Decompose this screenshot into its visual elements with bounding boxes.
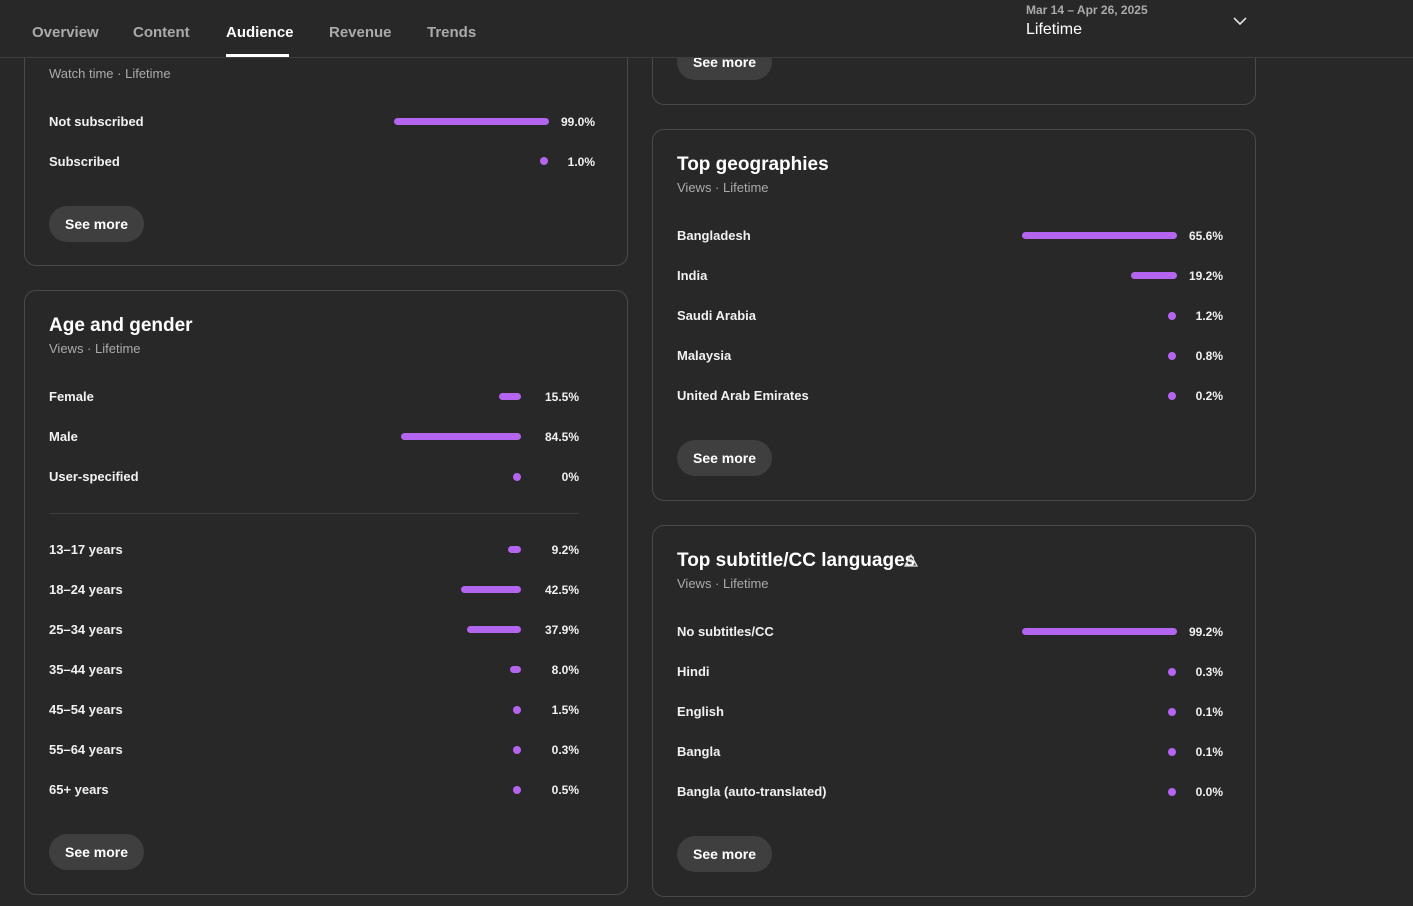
share-dot <box>1168 708 1176 716</box>
date-range-text[interactable]: Mar 14 – Apr 26, 2025 <box>1026 3 1148 17</box>
see-more-button[interactable]: See more <box>677 440 773 476</box>
card-title: Top geographies <box>677 154 829 175</box>
share-bar <box>1131 272 1177 279</box>
row-value: 0.3% <box>1195 665 1223 679</box>
tab-content[interactable]: Content <box>133 24 190 41</box>
row-value: 0.8% <box>1195 349 1223 363</box>
see-more-button[interactable]: See more <box>49 206 145 242</box>
row-value: 0.1% <box>1195 705 1223 719</box>
share-bar <box>401 433 521 440</box>
share-dot <box>1168 668 1176 676</box>
share-bar <box>394 118 549 125</box>
row-value: 15.5% <box>544 390 579 404</box>
row-value: 0.3% <box>551 743 579 757</box>
row-value: 0.2% <box>1195 389 1223 403</box>
tab-audience-underline <box>226 54 289 57</box>
row-label: 35–44 years <box>49 662 123 677</box>
row-label: 65+ years <box>49 782 109 797</box>
row-label: Male <box>49 429 78 444</box>
row-label: English <box>677 704 724 719</box>
row-value: 0.1% <box>1195 745 1223 759</box>
share-bar <box>508 546 521 553</box>
row-value: 37.9% <box>544 623 579 637</box>
row-value: 0% <box>561 470 579 484</box>
row-value: 1.5% <box>551 703 579 717</box>
card-title: Age and gender <box>49 315 193 336</box>
share-dot <box>513 706 521 714</box>
row-label: Subscribed <box>49 154 120 169</box>
card-subtitle: Views · Lifetime <box>677 180 769 195</box>
row-value: 42.5% <box>544 583 579 597</box>
row-value: 1.0% <box>567 155 595 169</box>
row-value: 8.0% <box>551 663 579 677</box>
share-dot <box>540 157 548 165</box>
row-label: Malaysia <box>677 348 732 363</box>
share-dot <box>1168 312 1176 320</box>
top-subtitle-languages-card: Top subtitle/CC languages Views · Lifeti… <box>652 525 1256 897</box>
row-label: Bangladesh <box>677 228 751 243</box>
row-value: 1.2% <box>1195 309 1223 323</box>
share-bar <box>1022 232 1177 239</box>
tab-trends[interactable]: Trends <box>427 24 477 41</box>
share-dot <box>1168 748 1176 756</box>
row-label: 45–54 years <box>49 702 123 717</box>
tab-audience[interactable]: Audience <box>226 24 294 41</box>
row-label: 18–24 years <box>49 582 123 597</box>
row-value: 99.0% <box>560 115 595 129</box>
row-label: Bangla <box>677 744 721 759</box>
row-label: User-specified <box>49 469 139 484</box>
share-bar <box>1022 628 1177 635</box>
share-bar <box>499 393 521 400</box>
row-value: 65.6% <box>1188 229 1223 243</box>
card-subtitle: Views · Lifetime <box>677 576 769 591</box>
row-value: 9.2% <box>551 543 579 557</box>
share-bar <box>467 626 521 633</box>
row-label: 25–34 years <box>49 622 123 637</box>
row-value: 19.2% <box>1188 269 1223 283</box>
share-dot <box>513 473 521 481</box>
card-subtitle: Views · Lifetime <box>49 341 141 356</box>
card-subtitle: Watch time · Lifetime <box>49 66 171 81</box>
row-label: No subtitles/CC <box>677 624 774 639</box>
row-label: 55–64 years <box>49 742 123 757</box>
share-dot <box>1168 352 1176 360</box>
share-dot <box>513 746 521 754</box>
tab-overview[interactable]: Overview <box>32 24 99 41</box>
card-title: Top subtitle/CC languages <box>677 550 916 571</box>
row-label: Saudi Arabia <box>677 308 756 323</box>
row-label: 13–17 years <box>49 542 123 557</box>
row-label: Bangla (auto-translated) <box>677 784 827 799</box>
row-value: 99.2% <box>1188 625 1223 639</box>
share-bar <box>510 666 521 673</box>
subscription-status-card: Watch time · Lifetime Not subscribed 99.… <box>24 20 628 266</box>
row-value: 0.0% <box>1195 785 1223 799</box>
chevron-down-icon[interactable] <box>1232 15 1248 27</box>
section-divider <box>49 513 579 514</box>
top-nav: Overview Content Audience Revenue Trends… <box>0 0 1413 58</box>
row-label: Hindi <box>677 664 710 679</box>
row-label: Female <box>49 389 94 404</box>
tab-revenue[interactable]: Revenue <box>329 24 392 41</box>
age-gender-card: Age and gender Views · Lifetime Female 1… <box>24 290 628 895</box>
share-dot <box>1168 788 1176 796</box>
share-dot <box>513 786 521 794</box>
top-geographies-card: Top geographies Views · Lifetime Banglad… <box>652 129 1256 501</box>
row-label: United Arab Emirates <box>677 388 809 403</box>
see-more-button[interactable]: See more <box>49 834 145 870</box>
warning-icon[interactable] <box>904 554 918 567</box>
date-period-label[interactable]: Lifetime <box>1026 21 1083 38</box>
share-bar <box>461 586 521 593</box>
row-label: India <box>677 268 708 283</box>
see-more-button[interactable]: See more <box>677 836 773 872</box>
share-dot <box>1168 392 1176 400</box>
row-label: Not subscribed <box>49 114 144 129</box>
row-value: 0.5% <box>551 783 579 797</box>
row-value: 84.5% <box>544 430 579 444</box>
